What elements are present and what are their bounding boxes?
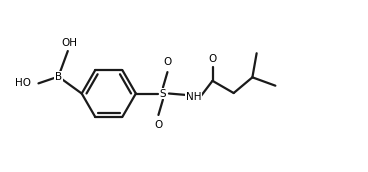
Text: B: B [55, 72, 62, 82]
Text: NH: NH [186, 92, 202, 101]
Text: S: S [160, 89, 166, 99]
Text: O: O [163, 57, 171, 67]
Text: HO: HO [15, 78, 31, 88]
Text: O: O [208, 54, 217, 64]
Text: OH: OH [62, 38, 78, 48]
Text: O: O [154, 120, 163, 130]
